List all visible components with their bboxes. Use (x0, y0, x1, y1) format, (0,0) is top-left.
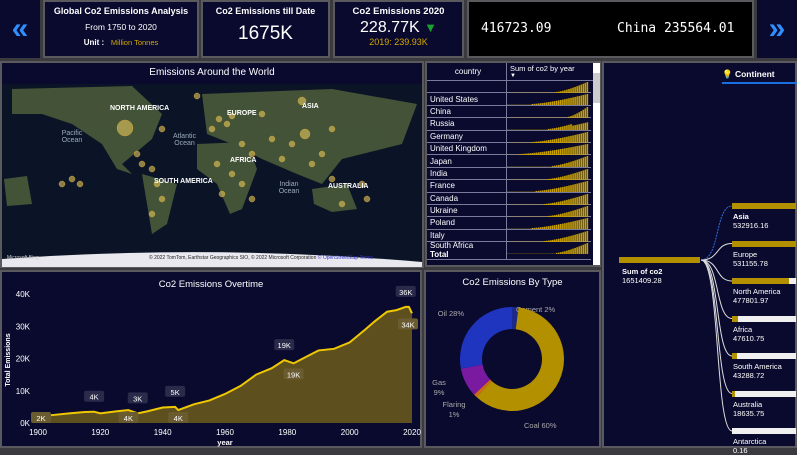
y-tick-label: 0K (20, 419, 30, 428)
continent-bar[interactable] (732, 203, 796, 209)
x-tick-label: 1980 (278, 428, 296, 437)
data-label: 36K (399, 288, 412, 297)
data-label: 5K (171, 388, 180, 397)
y-axis-title: Total Emissions (5, 333, 12, 386)
data-label: 3K (133, 394, 142, 403)
data-label: 4K (174, 414, 183, 423)
data-label: 34K (401, 320, 414, 329)
continent-bar[interactable] (732, 278, 796, 284)
continent-value: 532916.16 (733, 221, 768, 230)
continent-value: 47610.75 (733, 334, 764, 343)
x-tick-label: 1940 (154, 428, 172, 437)
continent-bar-fill (732, 353, 737, 359)
continent-name: Africa (733, 325, 752, 334)
line-chart[interactable]: 0K 10K 20K 30K 40K 1900 1920 1940 1960 1980 2000 20… (0, 270, 422, 448)
data-label: 4K (90, 393, 99, 402)
data-label: 19K (287, 370, 300, 379)
continent-name: South America (733, 362, 782, 371)
tree-connector (701, 244, 732, 261)
continent-value: 531155.78 (733, 259, 768, 268)
continent-name: Australia (733, 400, 762, 409)
slice-label: Coal 60% (524, 421, 557, 430)
data-label: 19K (278, 341, 291, 350)
y-tick-label: 10K (16, 387, 31, 396)
continent-name: Europe (733, 250, 757, 259)
continent-bar-fill (732, 203, 796, 209)
data-label: 4K (124, 414, 133, 423)
y-tick-label: 30K (16, 322, 31, 331)
continent-bar[interactable] (732, 391, 796, 397)
root-bar[interactable] (619, 257, 700, 263)
x-tick-label: 1900 (29, 428, 47, 437)
continent-bar[interactable] (732, 353, 796, 359)
continent-bar-fill (732, 316, 738, 322)
continent-bar[interactable] (732, 241, 796, 247)
donut-slice-oil (460, 307, 512, 369)
continent-value: 0.16 (733, 446, 748, 455)
y-tick-label: 40K (16, 290, 31, 299)
x-tick-label: 1960 (216, 428, 234, 437)
continent-bar-fill (732, 241, 796, 247)
continent-bar-fill (732, 278, 789, 284)
x-tick-label: 2000 (341, 428, 359, 437)
x-tick-label: 1920 (91, 428, 109, 437)
area-fill (38, 307, 412, 423)
x-axis-title: year (217, 438, 233, 447)
continent-value: 43288.72 (733, 371, 764, 380)
x-tick-label: 2020 (403, 428, 421, 437)
continent-bar[interactable] (732, 316, 796, 322)
continent-name: North America (733, 287, 781, 296)
root-label: Sum of co2 (622, 267, 662, 276)
continent-bar-fill (732, 391, 735, 397)
data-label: 2K (36, 414, 45, 423)
slice-label: Oil 28% (438, 309, 465, 318)
continent-name: Asia (733, 212, 749, 221)
continent-name: Antarctica (733, 437, 766, 446)
continent-bar[interactable] (732, 428, 796, 434)
y-tick-label: 20K (16, 355, 31, 364)
continent-value: 477801.97 (733, 296, 768, 305)
root-value: 1651409.28 (622, 276, 662, 285)
continent-value: 18635.75 (733, 409, 764, 418)
